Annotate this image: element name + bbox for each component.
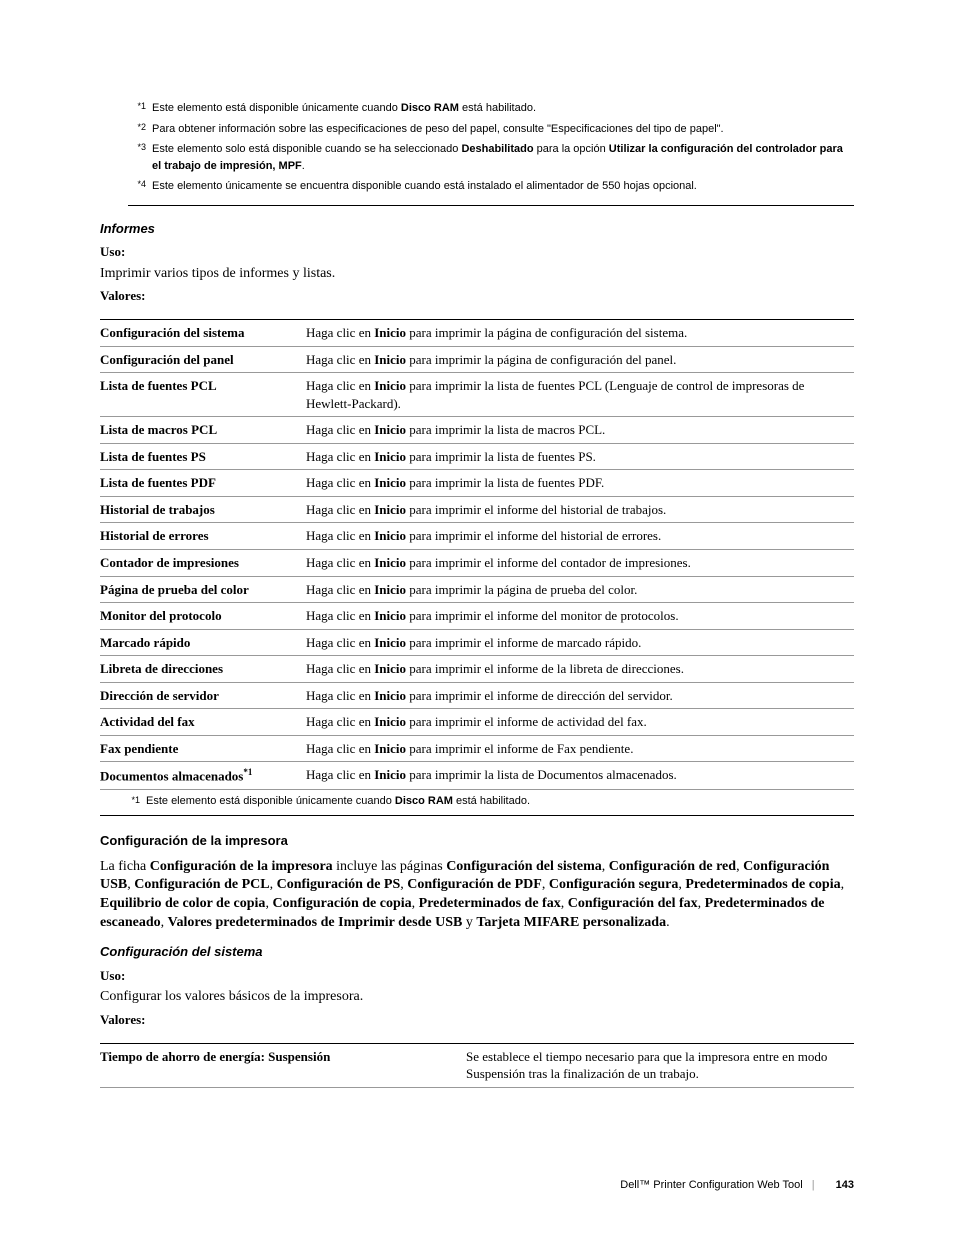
footnote-2: *2 Para obtener información sobre las es… [128,121,854,138]
footnote-mark: *1 [100,794,140,809]
informes-table-footnote: *1 Este elemento está disponible únicame… [100,790,854,816]
informes-table: Configuración del sistemaHaga clic en In… [100,319,854,790]
footnote-mark: *3 [128,141,146,174]
config-sistema-heading: Configuración del sistema [100,943,854,961]
row-value: Haga clic en Inicio para imprimir la pág… [306,576,854,603]
footnote-mark: *1 [128,100,146,117]
row-value: Haga clic en Inicio para imprimir la lis… [306,762,854,790]
row-label: Lista de macros PCL [100,417,306,444]
row-label: Contador de impresiones [100,549,306,576]
table-row: Contador de impresionesHaga clic en Inic… [100,549,854,576]
footnote-mark: *4 [128,178,146,195]
row-value: Haga clic en Inicio para imprimir el inf… [306,523,854,550]
footnote-text: Este elemento únicamente se encuentra di… [152,178,854,195]
row-label: Fax pendiente [100,735,306,762]
uso-label: Uso: [100,243,854,261]
uso-text: Imprimir varios tipos de informes y list… [100,265,854,284]
page-footer: Dell™ Printer Configuration Web Tool | 1… [100,1178,854,1193]
row-value: Haga clic en Inicio para imprimir el inf… [306,603,854,630]
row-label: Página de prueba del color [100,576,306,603]
row-value: Haga clic en Inicio para imprimir la pág… [306,320,854,347]
config-impresora-heading: Configuración de la impresora [100,832,854,850]
row-value: Haga clic en Inicio para imprimir el inf… [306,656,854,683]
row-value: Haga clic en Inicio para imprimir el inf… [306,629,854,656]
top-footnotes-block: *1 Este elemento está disponible únicame… [128,100,854,206]
row-label: Lista de fuentes PDF [100,470,306,497]
row-label: Documentos almacenados*1 [100,762,306,790]
footnote-text: Este elemento está disponible únicamente… [152,100,854,117]
table-row: Configuración del panelHaga clic en Inic… [100,346,854,373]
footnote-mark: *2 [128,121,146,138]
row-label: Actividad del fax [100,709,306,736]
table-row: Marcado rápidoHaga clic en Inicio para i… [100,629,854,656]
valores-label: Valores: [100,287,854,305]
table-row: Historial de erroresHaga clic en Inicio … [100,523,854,550]
footnote-3: *3 Este elemento solo está disponible cu… [128,141,854,174]
row-label: Tiempo de ahorro de energía: Suspensión [100,1043,466,1087]
footer-text: Dell™ Printer Configuration Web Tool [620,1179,802,1191]
table-row: Lista de fuentes PCLHaga clic en Inicio … [100,373,854,417]
informes-heading: Informes [100,220,854,238]
row-label: Historial de trabajos [100,496,306,523]
row-label: Configuración del sistema [100,320,306,347]
row-label: Marcado rápido [100,629,306,656]
row-label: Configuración del panel [100,346,306,373]
table-row: Dirección de servidorHaga clic en Inicio… [100,682,854,709]
table-row: Tiempo de ahorro de energía: Suspensión … [100,1043,854,1087]
row-label: Lista de fuentes PS [100,443,306,470]
footnote-text: Este elemento solo está disponible cuand… [152,141,854,174]
row-value: Haga clic en Inicio para imprimir la lis… [306,373,854,417]
row-label: Lista de fuentes PCL [100,373,306,417]
footnote-1: *1 Este elemento está disponible únicame… [128,100,854,117]
uso-text: Configurar los valores básicos de la imp… [100,988,854,1007]
row-sup: *1 [243,767,252,777]
row-value: Haga clic en Inicio para imprimir el inf… [306,709,854,736]
row-value: Haga clic en Inicio para imprimir el inf… [306,549,854,576]
table-row: Documentos almacenados*1Haga clic en Ini… [100,762,854,790]
row-label: Monitor del protocolo [100,603,306,630]
table-row: Página de prueba del colorHaga clic en I… [100,576,854,603]
row-label: Dirección de servidor [100,682,306,709]
table-row: Configuración del sistemaHaga clic en In… [100,320,854,347]
row-value: Haga clic en Inicio para imprimir la lis… [306,470,854,497]
config-impresora-paragraph: La ficha Configuración de la impresora i… [100,858,854,934]
row-value: Haga clic en Inicio para imprimir el inf… [306,496,854,523]
footnote-text: Para obtener información sobre las espec… [152,121,854,138]
table-row: Lista de fuentes PDFHaga clic en Inicio … [100,470,854,497]
uso-label: Uso: [100,967,854,985]
row-value: Haga clic en Inicio para imprimir el inf… [306,735,854,762]
row-value: Haga clic en Inicio para imprimir el inf… [306,682,854,709]
row-value: Haga clic en Inicio para imprimir la pág… [306,346,854,373]
row-label: Historial de errores [100,523,306,550]
table-row: Lista de fuentes PSHaga clic en Inicio p… [100,443,854,470]
valores-label: Valores: [100,1011,854,1029]
row-label: Libreta de direcciones [100,656,306,683]
footnote-text: Este elemento está disponible únicamente… [146,794,530,809]
table-row: Libreta de direccionesHaga clic en Inici… [100,656,854,683]
footer-separator: | [812,1179,815,1191]
table-row: Monitor del protocoloHaga clic en Inicio… [100,603,854,630]
table-row: Fax pendienteHaga clic en Inicio para im… [100,735,854,762]
config-sistema-table: Tiempo de ahorro de energía: Suspensión … [100,1043,854,1088]
table-row: Lista de macros PCLHaga clic en Inicio p… [100,417,854,444]
page-number: 143 [836,1179,854,1191]
table-row: Actividad del faxHaga clic en Inicio par… [100,709,854,736]
table-row: Historial de trabajosHaga clic en Inicio… [100,496,854,523]
row-value: Se establece el tiempo necesario para qu… [466,1043,854,1087]
row-value: Haga clic en Inicio para imprimir la lis… [306,443,854,470]
footnote-4: *4 Este elemento únicamente se encuentra… [128,178,854,195]
row-value: Haga clic en Inicio para imprimir la lis… [306,417,854,444]
